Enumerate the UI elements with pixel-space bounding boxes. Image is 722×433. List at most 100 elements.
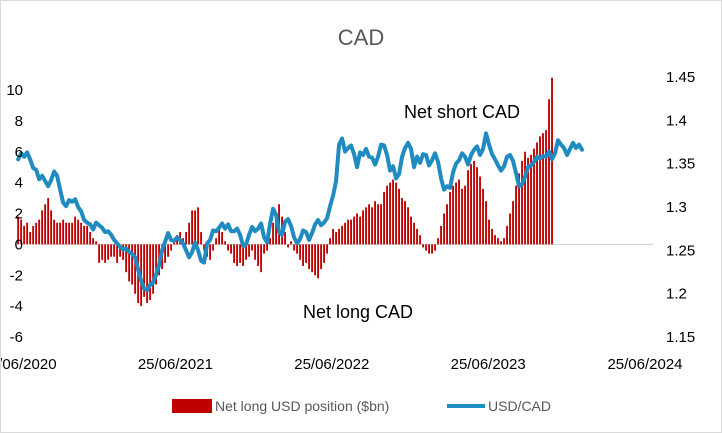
bar xyxy=(326,244,328,254)
bar xyxy=(506,225,508,245)
bar xyxy=(194,210,197,245)
bar xyxy=(407,207,409,245)
bar xyxy=(368,204,370,245)
bar xyxy=(149,244,152,300)
bar xyxy=(521,161,523,245)
bar xyxy=(305,244,308,263)
bar xyxy=(332,228,334,245)
bar xyxy=(515,185,517,245)
bar xyxy=(548,99,550,245)
bar xyxy=(209,244,212,260)
bar xyxy=(95,241,98,245)
bar xyxy=(449,191,451,245)
bar xyxy=(410,216,412,245)
bar xyxy=(110,244,113,257)
bar xyxy=(362,210,364,245)
bar xyxy=(494,235,496,245)
bar xyxy=(200,232,203,245)
bar xyxy=(221,232,224,245)
bar xyxy=(458,179,460,245)
y-left-tick-label: -6 xyxy=(10,329,23,346)
bar xyxy=(533,148,535,245)
bar xyxy=(53,219,56,245)
bar xyxy=(29,232,32,245)
bar xyxy=(287,244,290,248)
bar xyxy=(143,244,146,297)
bar xyxy=(431,244,433,254)
bar xyxy=(317,244,319,279)
bar xyxy=(251,244,254,251)
bar xyxy=(59,222,62,245)
bar xyxy=(470,164,472,245)
bar xyxy=(461,188,463,245)
bar xyxy=(356,213,358,245)
bar xyxy=(479,176,481,245)
bar xyxy=(347,219,349,245)
bar xyxy=(167,244,170,257)
bar xyxy=(170,244,173,251)
bar xyxy=(44,204,47,245)
y-left-tick-label: 4 xyxy=(15,175,23,192)
legend-label-line: USD/CAD xyxy=(488,398,551,414)
bar xyxy=(419,235,421,245)
bar xyxy=(71,222,74,245)
bar xyxy=(197,207,200,245)
bar xyxy=(215,238,218,245)
bar xyxy=(380,204,382,245)
bar xyxy=(164,244,167,263)
legend-label-bars: Net long USD position ($bn) xyxy=(215,398,389,414)
bar xyxy=(77,219,80,245)
bar xyxy=(404,201,406,245)
bar xyxy=(329,238,331,245)
bar xyxy=(425,244,427,251)
y-right-tick-label: 1.35 xyxy=(666,156,695,173)
bar xyxy=(23,225,26,245)
legend-swatch-bars xyxy=(172,399,212,413)
bar xyxy=(422,244,424,248)
annotation-net-short-cad: Net short CAD xyxy=(404,102,520,122)
bar xyxy=(227,244,230,251)
bar xyxy=(383,191,385,245)
bar xyxy=(518,173,520,245)
y-left-tick-label: -2 xyxy=(10,267,23,284)
bar xyxy=(275,216,278,245)
bar xyxy=(323,244,325,263)
y-right-tick-label: 1.4 xyxy=(666,112,687,129)
bar xyxy=(269,238,272,245)
bar xyxy=(377,204,379,245)
bar xyxy=(395,182,397,245)
bar xyxy=(464,185,466,245)
bar xyxy=(266,244,269,251)
bar xyxy=(473,161,475,245)
bar xyxy=(185,232,188,245)
bar xyxy=(455,182,457,245)
bar xyxy=(47,198,50,245)
bar xyxy=(203,244,206,251)
bar xyxy=(452,185,454,245)
bar xyxy=(134,244,137,294)
bar xyxy=(98,244,101,263)
bar xyxy=(26,222,29,245)
bar xyxy=(254,244,257,260)
bar xyxy=(392,179,394,245)
bar xyxy=(35,222,38,245)
y-right-tick-label: 1.2 xyxy=(666,286,687,303)
bar xyxy=(302,244,305,266)
bar xyxy=(371,207,373,245)
bar xyxy=(311,244,314,273)
bar xyxy=(260,244,263,273)
bar xyxy=(416,228,418,245)
bar xyxy=(374,201,376,245)
bar xyxy=(41,210,44,245)
chart-title: CAD xyxy=(338,25,384,50)
bar xyxy=(233,244,236,263)
bar xyxy=(56,222,59,245)
bar xyxy=(467,170,469,245)
bar xyxy=(437,238,439,245)
bar xyxy=(296,244,299,254)
bar xyxy=(20,219,23,245)
y-left-tick-label: 10 xyxy=(6,82,23,99)
bar xyxy=(242,244,245,266)
bar xyxy=(101,244,104,260)
bar xyxy=(389,182,391,245)
